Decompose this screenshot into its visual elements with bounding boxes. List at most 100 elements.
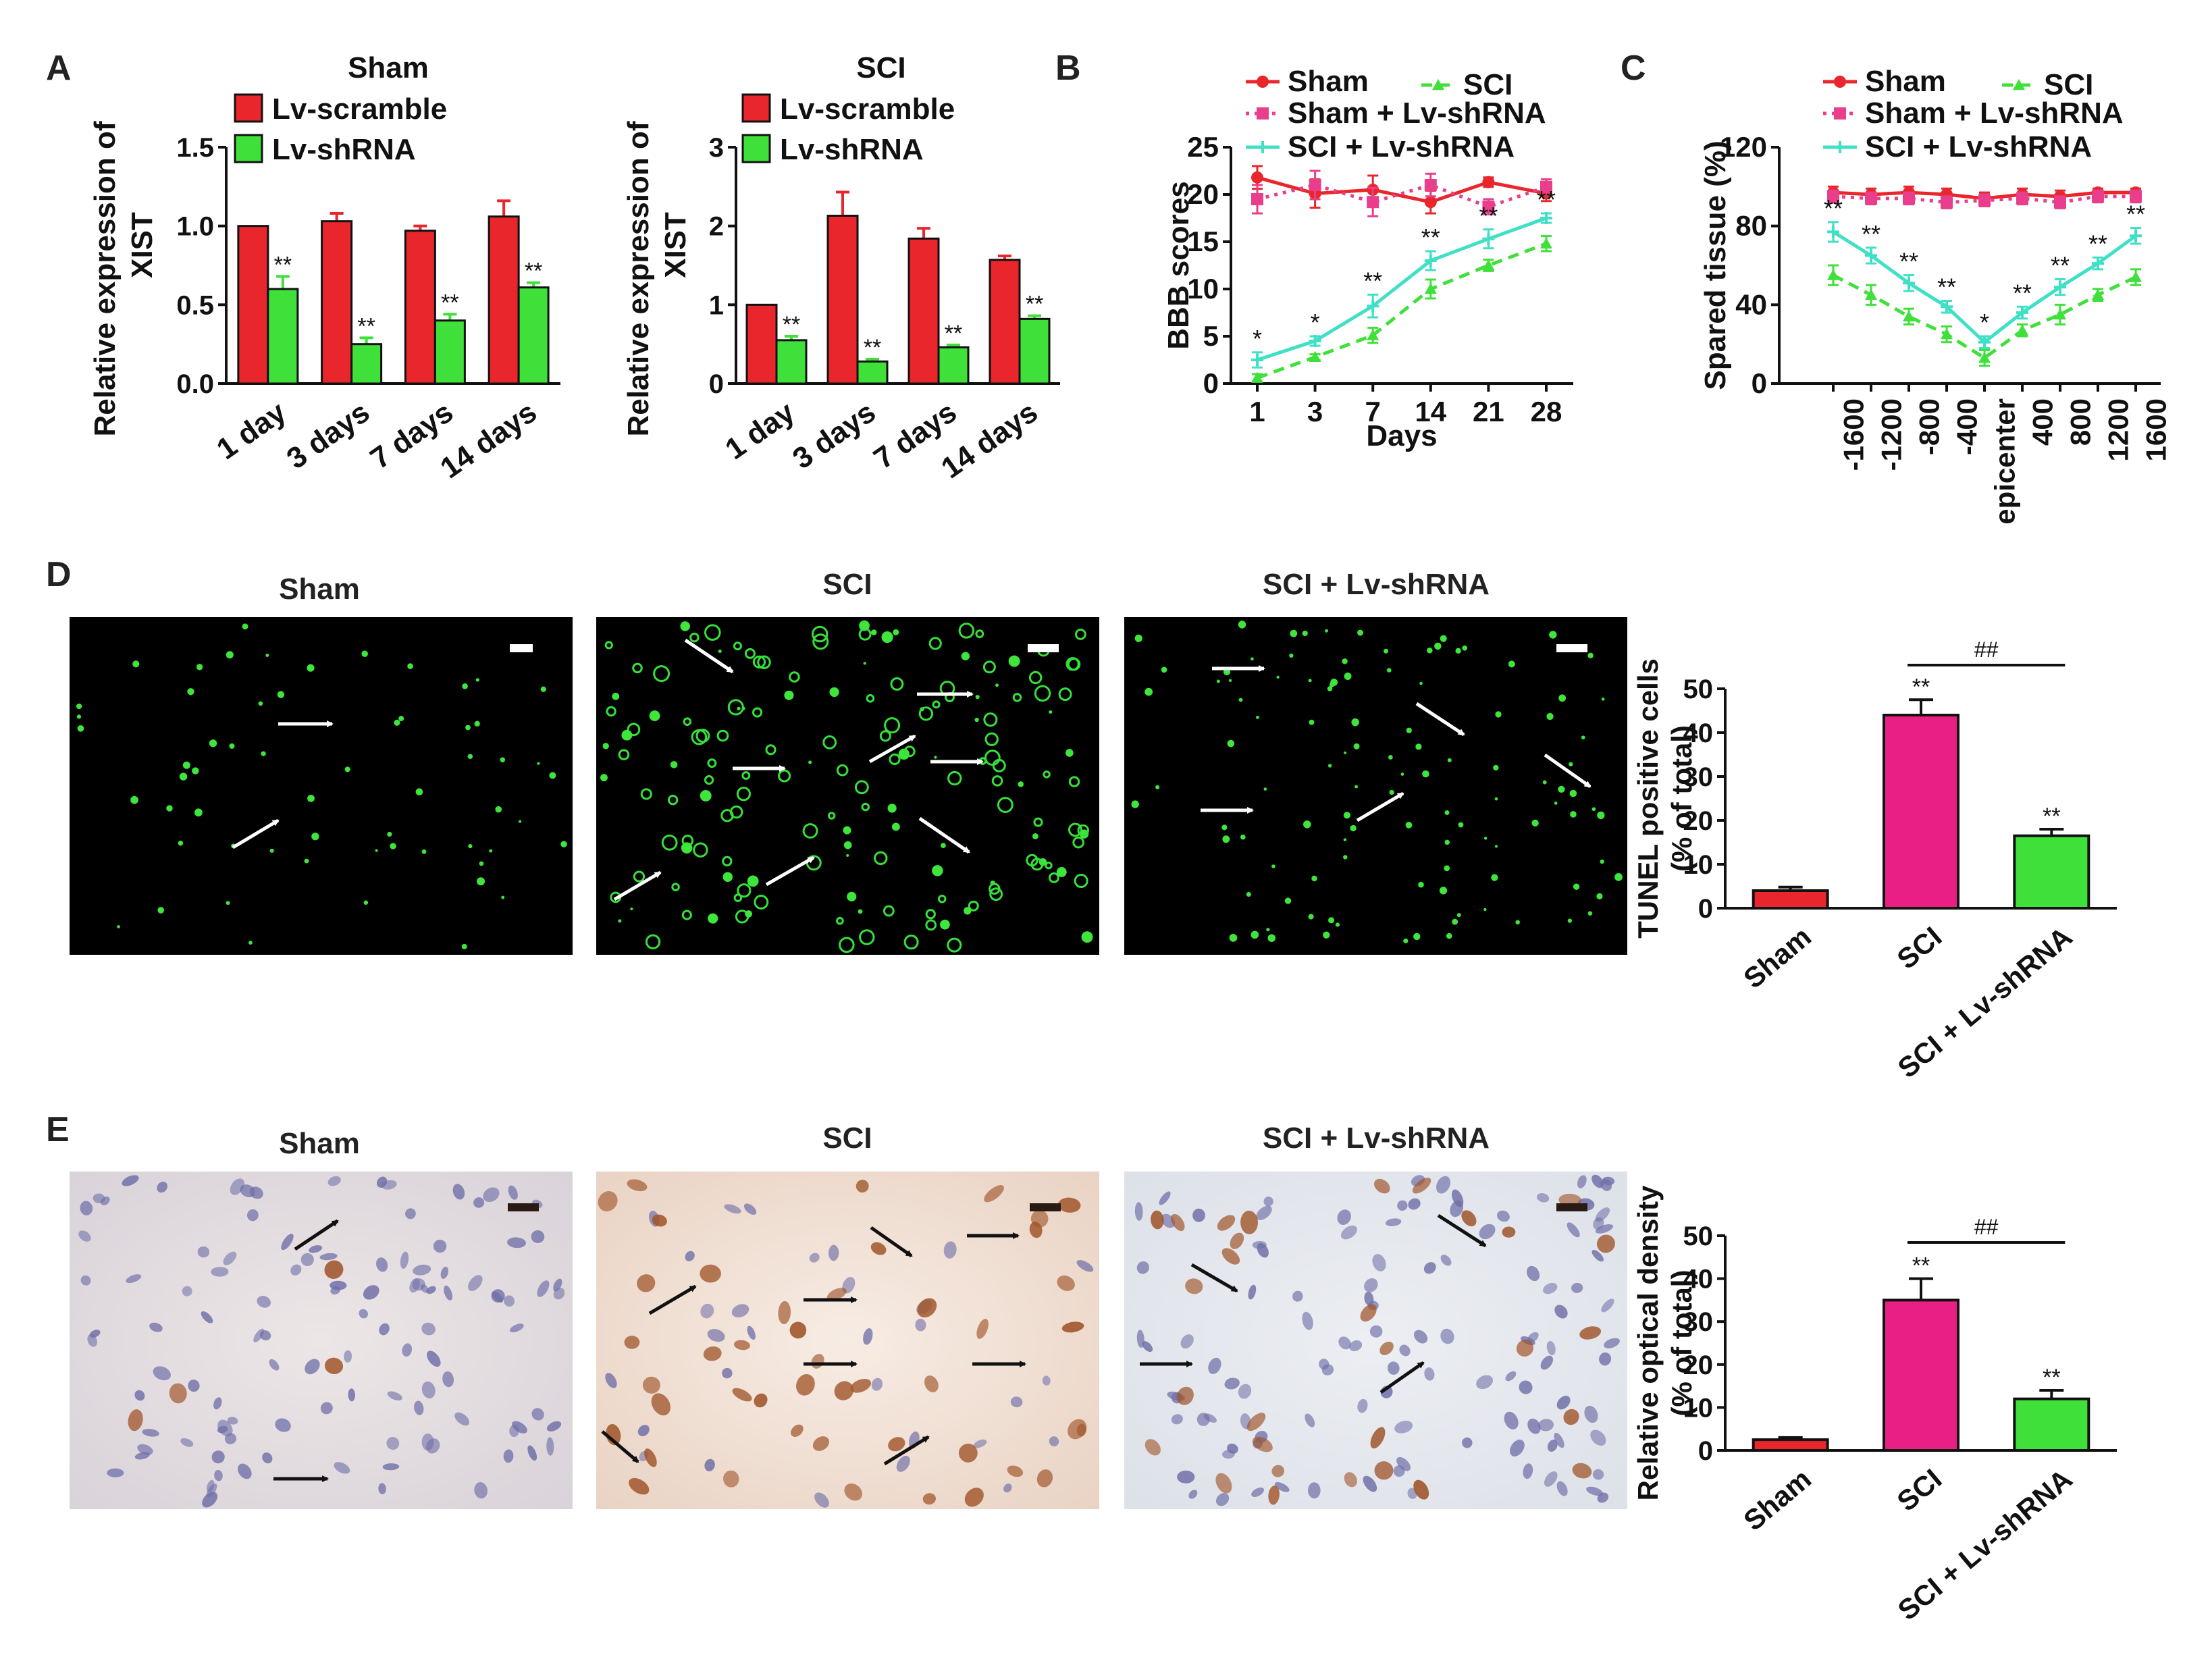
fluorescent-cell xyxy=(462,683,468,689)
fluorescent-cell xyxy=(1216,679,1220,683)
nucleus xyxy=(1505,1371,1517,1382)
nucleus xyxy=(1394,1421,1413,1434)
legend-label: Lv-shRNA xyxy=(272,133,416,166)
x-tick-label: 800 xyxy=(2064,398,2096,446)
data-point xyxy=(1424,179,1437,191)
fluorescent-cell xyxy=(1558,694,1567,702)
nucleus xyxy=(915,1318,926,1332)
data-point xyxy=(1941,328,1953,340)
fluorescent-cell xyxy=(258,701,263,706)
fluorescent-cell xyxy=(1342,658,1348,664)
fluorescent-cell xyxy=(1570,811,1577,818)
fluorescent-cell xyxy=(859,620,870,631)
fluorescent-cell xyxy=(1328,917,1335,924)
fluorescent-cell xyxy=(1614,872,1623,881)
data-point xyxy=(1978,352,1991,363)
significance-label: ** xyxy=(1912,1253,1930,1279)
fluorescent-cell xyxy=(1284,897,1292,904)
fluorescent-cell xyxy=(1068,822,1082,837)
nucleus xyxy=(1340,1225,1357,1240)
nucleus xyxy=(473,1197,485,1208)
fluorescent-cell xyxy=(1074,873,1088,889)
stained-cell xyxy=(1217,1215,1236,1231)
x-tick-label: 1 day xyxy=(211,395,292,466)
fluorescent-cell xyxy=(1494,845,1498,848)
nucleus xyxy=(1601,1298,1614,1313)
fluorescent-cell xyxy=(708,913,718,924)
e-image-sci-lv-shrna xyxy=(1124,1172,1627,1509)
bar xyxy=(321,220,353,385)
fluorescent-cell xyxy=(1405,821,1413,829)
stained-cell xyxy=(964,1488,984,1507)
nucleus xyxy=(107,1468,124,1477)
nucleus xyxy=(531,1408,544,1421)
stained-cell xyxy=(791,1424,804,1437)
fluorescent-cell xyxy=(1569,762,1573,767)
fluorescent-cell xyxy=(196,664,203,671)
nucleus xyxy=(319,1253,338,1261)
fluorescent-cell xyxy=(265,653,269,658)
stained-cell xyxy=(1215,1473,1232,1494)
nucleus xyxy=(378,1483,386,1494)
stained-cell xyxy=(598,1191,618,1212)
fluorescent-cell xyxy=(1308,679,1312,683)
fluorescent-cell xyxy=(1567,918,1573,923)
fluorescent-cell xyxy=(861,802,870,812)
fluorescent-cell xyxy=(1008,655,1020,667)
data-point xyxy=(1941,300,1953,313)
fluorescent-cell xyxy=(859,929,875,945)
stained-cell xyxy=(778,1301,791,1325)
fluorescent-cell xyxy=(784,690,794,700)
nucleus xyxy=(1509,1440,1525,1456)
fluorescent-cell xyxy=(1597,811,1605,819)
fluorescent-cell xyxy=(745,910,752,918)
fluorescent-cell xyxy=(968,900,979,912)
stained-cell xyxy=(732,1388,752,1402)
nucleus xyxy=(724,1204,741,1214)
fluorescent-cell xyxy=(958,623,975,639)
fluorescent-cell xyxy=(1222,835,1230,843)
stained-cell xyxy=(754,1393,768,1408)
fluorescent-cell xyxy=(501,895,505,899)
fluorescent-cell xyxy=(843,841,852,849)
stained-cell xyxy=(169,1383,187,1404)
nucleus xyxy=(330,1286,340,1295)
nucleus xyxy=(275,1418,291,1432)
stained-cell xyxy=(128,1409,143,1432)
stained-cell xyxy=(1502,1226,1516,1238)
nucleus xyxy=(1319,1359,1330,1370)
fluorescent-cell xyxy=(1351,718,1359,727)
nucleus xyxy=(1203,1413,1217,1423)
fluorescent-cell xyxy=(1325,629,1328,633)
fluorescent-cell xyxy=(600,774,608,782)
nucleus xyxy=(1397,1200,1408,1211)
data-point xyxy=(1540,180,1552,193)
fluorescent-cell xyxy=(1308,914,1314,920)
data-point xyxy=(1424,255,1437,267)
nucleus xyxy=(1423,1262,1436,1274)
fluorescent-cell xyxy=(733,893,743,902)
stained-cell xyxy=(1030,1209,1049,1228)
fluorescent-cell xyxy=(1444,810,1450,816)
fluorescent-cell xyxy=(132,660,140,668)
bar xyxy=(2013,834,2090,910)
stained-cell xyxy=(1461,1210,1477,1227)
stained-cell xyxy=(1374,1461,1394,1480)
significance-label: ** xyxy=(2043,1365,2060,1390)
legend-label: SCI + Lv-shRNA xyxy=(1865,130,2092,163)
fluorescent-cell xyxy=(1508,660,1515,668)
nucleus xyxy=(426,1438,440,1454)
stained-cell xyxy=(1596,1234,1615,1253)
fluorescent-cell xyxy=(192,767,199,775)
fluorescent-cell xyxy=(1515,920,1521,925)
significance-label: ** xyxy=(1824,194,1843,222)
fluorescent-cell xyxy=(1048,872,1059,883)
stained-cell xyxy=(1151,1210,1164,1230)
nucleus xyxy=(202,1492,218,1508)
series-line xyxy=(1257,183,1547,209)
fluorescent-cell xyxy=(1581,735,1585,740)
fluorescent-cell xyxy=(1145,687,1153,696)
nucleus xyxy=(504,1295,515,1307)
x-tick-label: -1200 xyxy=(1875,398,1907,471)
